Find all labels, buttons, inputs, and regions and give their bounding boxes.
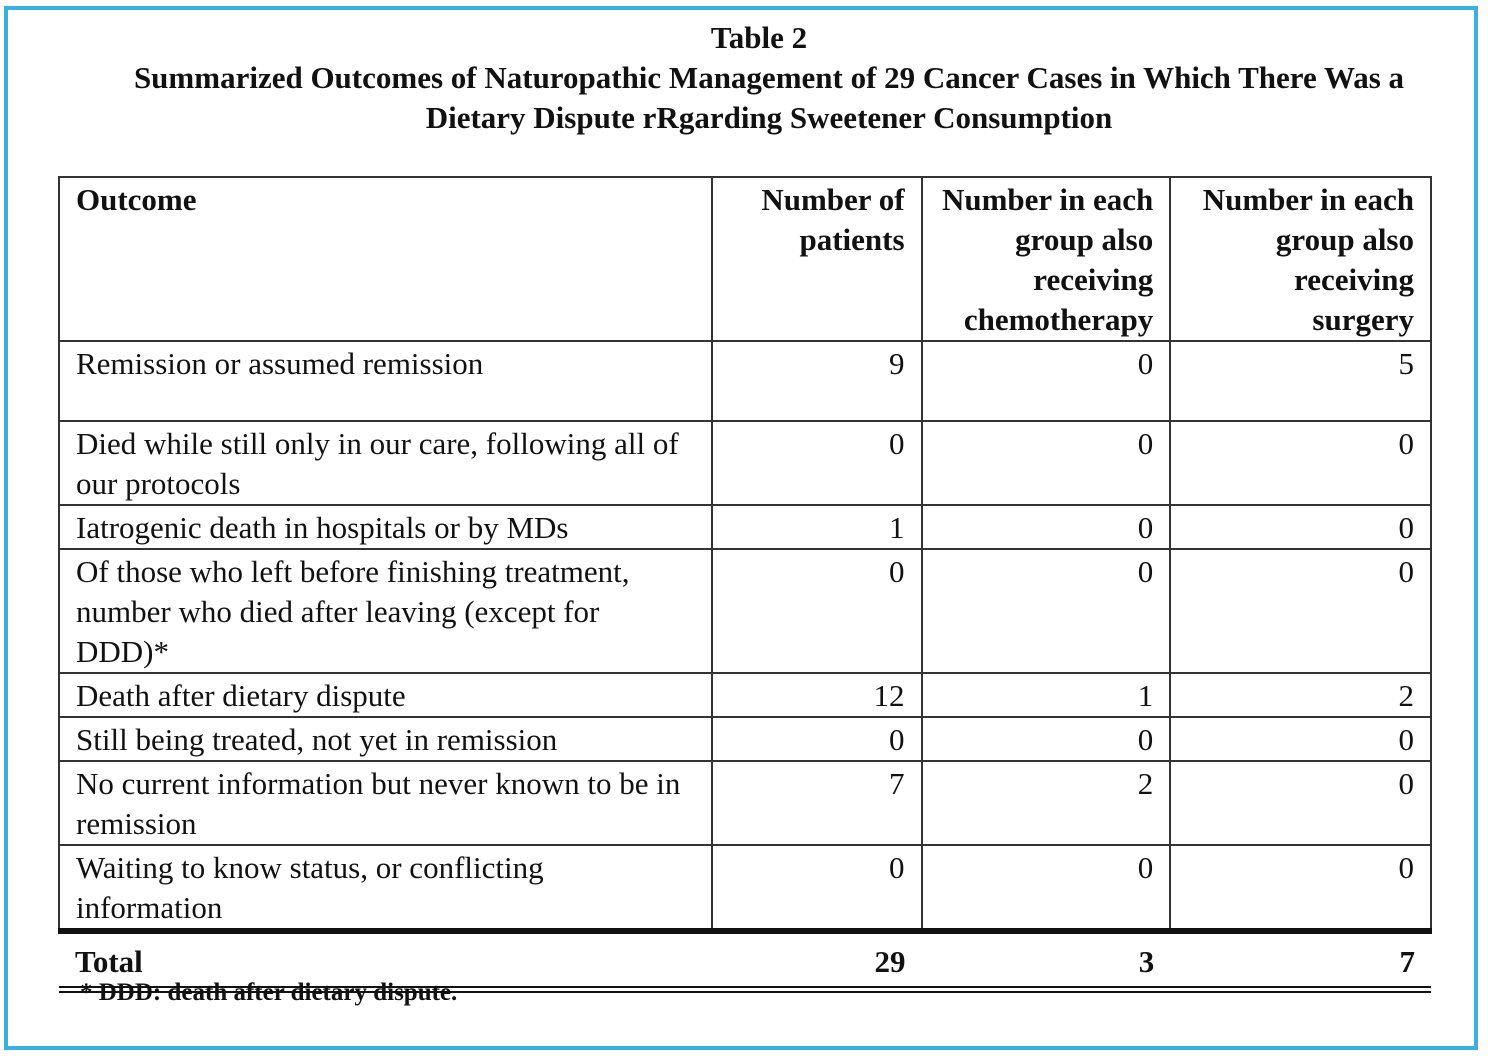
surgery-cell: 0	[1169, 716, 1432, 762]
table-caption: Table 2 Summarized Outcomes of Naturopat…	[0, 18, 1488, 138]
patients-cell: 0	[711, 420, 923, 506]
table-footnote: * DDD: death after dietary dispute.	[80, 979, 458, 1006]
table-row: Of those who left before finishing treat…	[57, 548, 1432, 674]
patients-cell: 12	[711, 672, 923, 718]
page-border	[4, 6, 1478, 1050]
outcome-cell: Of those who left before finishing treat…	[57, 548, 714, 674]
chemo-cell: 0	[920, 716, 1172, 762]
table-row: Iatrogenic death in hospitals or by MDs …	[57, 504, 1432, 550]
header-row: Outcome Number of patients Number in eac…	[57, 176, 1432, 342]
patients-cell: 0	[711, 716, 923, 762]
patients-cell: 0	[711, 548, 923, 674]
surgery-cell: 5	[1169, 340, 1432, 422]
outcome-cell: Death after dietary dispute	[57, 672, 714, 718]
chemo-cell: 2	[920, 760, 1172, 846]
table-row: Remission or assumed remission 9 0 5	[57, 340, 1432, 422]
header-patients: Number of patients	[711, 176, 923, 342]
table-label: Table 2	[710, 20, 808, 55]
patients-cell: 1	[711, 504, 923, 550]
outcomes-table: Outcome Number of patients Number in eac…	[57, 176, 1432, 993]
table-row: Still being treated, not yet in remissio…	[57, 716, 1432, 762]
patients-cell: 9	[711, 340, 923, 422]
surgery-cell: 2	[1169, 672, 1432, 718]
surgery-cell: 0	[1169, 420, 1432, 506]
surgery-cell: 0	[1169, 504, 1432, 550]
table-row: Waiting to know status, or conflicting i…	[57, 844, 1432, 932]
table-row: Death after dietary dispute 12 1 2	[57, 672, 1432, 718]
chemo-cell: 1	[920, 672, 1172, 718]
patients-cell: 0	[711, 844, 923, 932]
chemo-cell: 0	[920, 420, 1172, 506]
table-title: Summarized Outcomes of Naturopathic Mana…	[133, 60, 1405, 135]
chemo-cell: 0	[920, 548, 1172, 674]
table-row: No current information but never known t…	[57, 760, 1432, 846]
chemo-cell: 0	[920, 844, 1172, 932]
surgery-cell: 0	[1169, 844, 1432, 932]
total-row: Total 29 3 7	[59, 928, 1431, 993]
table-row: Died while still only in our care, follo…	[57, 420, 1432, 506]
surgery-cell: 0	[1169, 548, 1432, 674]
header-chemotherapy: Number in each group also receiving chem…	[920, 176, 1172, 342]
total-patients: 29	[712, 928, 922, 993]
outcome-cell: Iatrogenic death in hospitals or by MDs	[57, 504, 714, 550]
outcome-cell: Remission or assumed remission	[57, 340, 714, 422]
header-outcome: Outcome	[57, 176, 714, 342]
outcome-cell: Died while still only in our care, follo…	[57, 420, 714, 506]
total-label: Total	[59, 928, 713, 993]
patients-cell: 7	[711, 760, 923, 846]
outcome-cell: No current information but never known t…	[57, 760, 714, 846]
outcome-cell: Waiting to know status, or conflicting i…	[57, 844, 714, 932]
chemo-cell: 0	[920, 340, 1172, 422]
header-surgery: Number in each group also receiving surg…	[1169, 176, 1432, 342]
total-surgery: 7	[1170, 928, 1431, 993]
chemo-cell: 0	[920, 504, 1172, 550]
total-chemo: 3	[921, 928, 1171, 993]
surgery-cell: 0	[1169, 760, 1432, 846]
outcome-cell: Still being treated, not yet in remissio…	[57, 716, 714, 762]
